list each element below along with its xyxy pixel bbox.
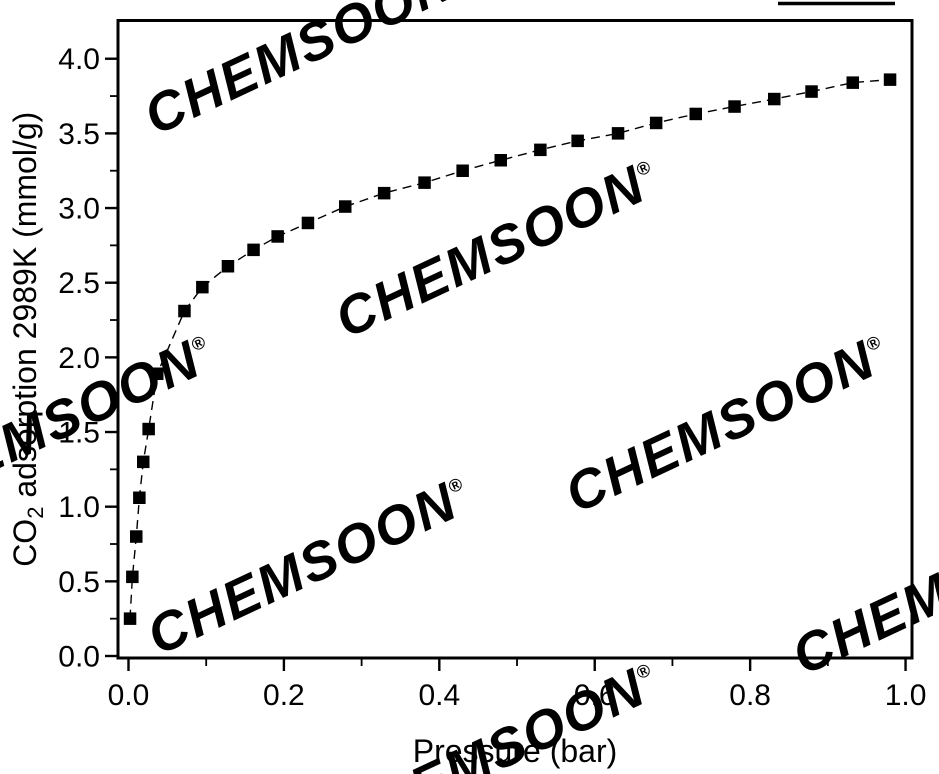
plot-frame [116,19,914,660]
y-tick-label: 0.5 [58,566,100,599]
data-point-marker [151,367,164,380]
data-point-marker [883,73,897,86]
y-tick-label: 4.0 [58,43,100,76]
data-point-marker [123,612,137,625]
data-point-marker [196,280,209,294]
x-tick-label: 0.8 [729,679,771,712]
y-tick-label: 3.5 [58,118,100,151]
data-series [123,73,897,625]
data-point-marker [846,76,859,89]
y-tick-label: 1.5 [58,417,100,450]
data-point-marker [130,530,143,543]
data-point-marker [456,164,469,177]
x-tick-label: 0.6 [574,679,616,712]
y-tick-label: 0.0 [58,640,100,673]
data-point-marker [137,455,150,469]
data-point-marker [301,216,315,230]
data-point-marker [271,230,284,243]
data-point-marker [611,127,625,140]
data-point-marker [728,100,741,113]
y-tick-label: 2.5 [58,267,100,300]
data-point-marker [126,570,139,584]
data-point-marker [805,85,818,98]
data-point-marker [377,186,391,200]
x-tick-label: 0.4 [418,679,460,712]
x-axis-title: Pressure (bar) [413,733,618,769]
data-point-marker [534,143,547,157]
data-point-marker [339,200,352,213]
data-point-marker [418,176,431,189]
y-tick-label: 3.0 [58,193,100,226]
data-point-marker [133,491,146,504]
x-axis: 0.0 0.2 0.4 0.6 0.8 1.0 [108,658,927,712]
data-point-marker [649,116,663,130]
data-point-marker [689,107,702,121]
data-point-marker [571,134,584,148]
data-point-marker [221,260,235,273]
data-point-marker [768,92,781,106]
series-connector-line [129,78,891,619]
y-tick-label: 2.0 [58,342,100,375]
y-tick-label: 1.0 [58,491,100,524]
data-point-marker [247,243,260,257]
x-tick-label: 0.0 [108,679,150,712]
data-point-marker [494,154,507,167]
data-point-marker [178,304,191,318]
x-tick-label: 1.0 [885,679,927,712]
x-tick-label: 0.2 [263,679,305,712]
y-axis-title: CO2 adsorption 2989K (mmol/g) [7,112,48,567]
data-point-marker [142,422,155,436]
y-axis: 0.0 0.5 1.0 1.5 2.0 2.5 3.0 3.5 4.0 [58,43,118,673]
